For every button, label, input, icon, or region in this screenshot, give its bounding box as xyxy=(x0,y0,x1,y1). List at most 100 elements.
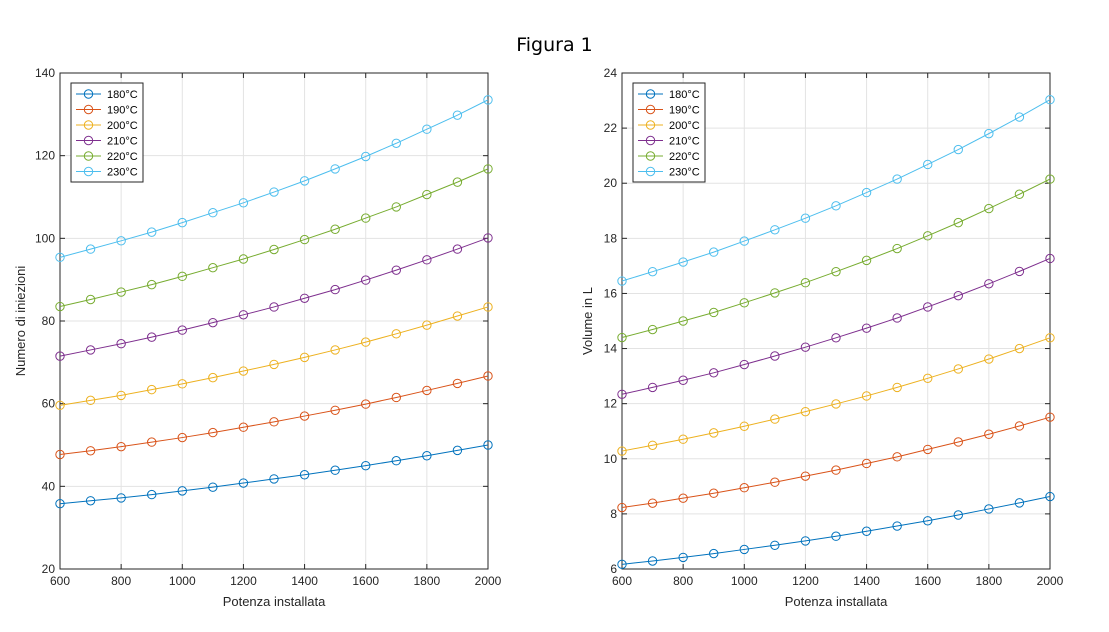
data-point xyxy=(1045,491,1055,502)
data-point xyxy=(770,351,780,361)
data-point xyxy=(861,323,872,333)
data-point xyxy=(739,483,749,493)
legend-entry: 210°C xyxy=(107,136,138,148)
data-point xyxy=(208,262,218,273)
x-tick-label: 1000 xyxy=(169,574,196,588)
data-point xyxy=(422,320,432,330)
y-tick-label: 140 xyxy=(35,66,55,80)
data-point xyxy=(923,373,933,384)
data-point xyxy=(892,174,902,184)
data-point xyxy=(299,234,310,245)
data-point xyxy=(330,465,340,475)
data-point xyxy=(361,460,371,471)
data-point xyxy=(116,493,126,503)
data-point xyxy=(1014,343,1025,354)
data-point xyxy=(923,516,933,526)
data-point xyxy=(452,445,463,456)
legend-box xyxy=(70,82,144,183)
data-point xyxy=(85,496,96,506)
legend-entry: 180°C xyxy=(107,89,138,101)
data-point xyxy=(85,244,96,254)
data-point xyxy=(238,310,249,320)
data-point xyxy=(709,548,719,559)
data-point xyxy=(984,429,994,439)
data-point xyxy=(647,498,658,508)
series-3 xyxy=(617,253,1055,399)
data-point xyxy=(452,311,463,321)
data-point xyxy=(861,526,872,536)
data-point xyxy=(800,277,811,288)
data-point xyxy=(770,414,780,424)
data-point xyxy=(617,332,627,343)
data-point xyxy=(647,556,658,566)
data-point xyxy=(208,372,218,383)
data-point xyxy=(892,382,902,393)
data-point xyxy=(361,213,371,223)
data-point xyxy=(923,444,933,455)
data-point xyxy=(452,110,463,120)
data-point xyxy=(330,405,340,415)
data-point xyxy=(861,255,872,266)
legend-entry: 210°C xyxy=(669,136,700,148)
data-point xyxy=(953,290,963,301)
data-point xyxy=(1045,333,1055,343)
y-tick-label: 20 xyxy=(42,562,56,576)
data-point xyxy=(330,345,340,355)
data-point xyxy=(1045,253,1055,264)
data-point xyxy=(831,201,841,211)
data-point xyxy=(85,294,96,305)
series-line xyxy=(621,99,1051,282)
data-point xyxy=(269,417,279,427)
x-axis-label: Potenza installata xyxy=(223,594,326,609)
series-line xyxy=(621,178,1051,339)
series-1 xyxy=(617,412,1055,513)
y-tick-label: 24 xyxy=(604,66,618,80)
y-axis-label: Volume in L xyxy=(580,287,595,355)
y-tick-label: 8 xyxy=(610,507,617,521)
data-point xyxy=(953,144,963,155)
series-line xyxy=(59,168,489,308)
x-tick-label: 1800 xyxy=(976,574,1003,588)
data-point xyxy=(800,342,811,352)
data-point xyxy=(55,498,65,509)
figure-title: Figura 1 xyxy=(516,34,593,56)
x-tick-label: 1800 xyxy=(414,574,441,588)
data-point xyxy=(770,540,780,551)
data-point xyxy=(55,252,65,263)
data-point xyxy=(923,302,933,312)
data-point xyxy=(147,332,157,342)
data-point xyxy=(55,351,65,361)
data-point xyxy=(678,493,688,503)
data-point xyxy=(269,474,279,484)
y-tick-label: 6 xyxy=(610,562,617,576)
data-point xyxy=(299,470,310,480)
data-point xyxy=(299,176,310,186)
y-tick-label: 16 xyxy=(604,286,618,300)
legend-marker xyxy=(645,166,656,177)
data-point xyxy=(984,354,994,364)
data-point xyxy=(483,440,493,450)
data-point xyxy=(147,279,157,290)
x-tick-label: 1400 xyxy=(853,574,880,588)
data-point xyxy=(55,301,65,312)
data-point xyxy=(208,427,218,438)
data-point xyxy=(984,279,994,289)
series-0 xyxy=(617,491,1055,570)
y-tick-label: 80 xyxy=(42,314,56,328)
legend-marker xyxy=(645,104,656,115)
data-point xyxy=(709,307,719,318)
data-point xyxy=(391,138,401,148)
legend-entry: 190°C xyxy=(669,105,700,117)
data-point xyxy=(770,288,780,298)
x-axis-label: Potenza installata xyxy=(785,594,888,609)
data-point xyxy=(709,428,719,438)
series-line xyxy=(59,99,489,258)
data-point xyxy=(647,440,658,450)
data-point xyxy=(861,458,872,469)
series-line xyxy=(621,337,1051,452)
data-point xyxy=(299,411,310,421)
data-point xyxy=(483,164,493,174)
legend-entry: 220°C xyxy=(107,151,138,163)
legend-marker xyxy=(645,89,656,99)
